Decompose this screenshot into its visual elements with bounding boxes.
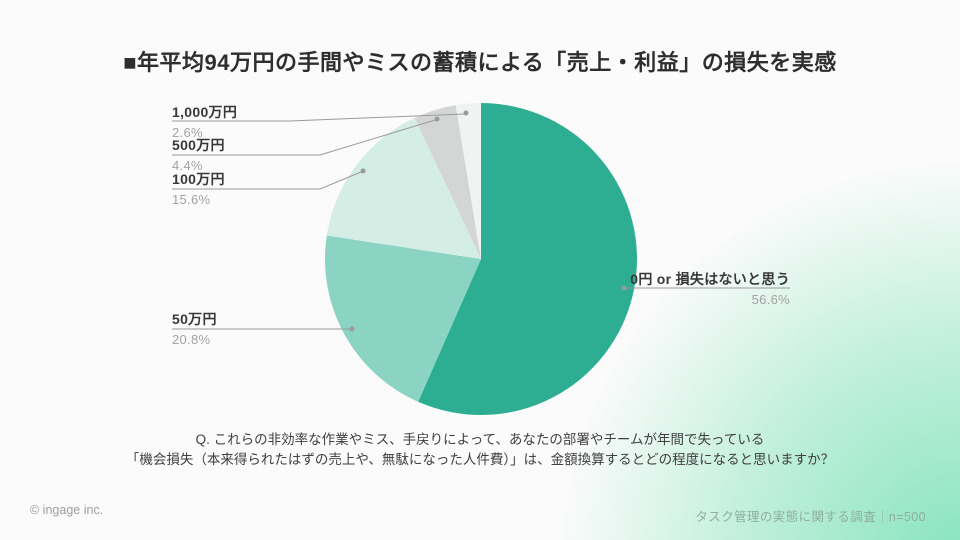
pie-label-100man: 100万円 15.6% (172, 171, 225, 206)
survey-source: タスク管理の実態に関する調査｜n=500 (695, 510, 926, 524)
pie-label-percent: 4.4% (172, 158, 203, 173)
leader-line-1 (172, 119, 436, 156)
survey-question: Q. これらの非効率な作業やミス、手戻りによって、あなたの部署やチームが年間で失… (0, 430, 960, 469)
page-title: ■年平均94万円の手間やミスの蓄積による「売上・利益」の損失を実感 (123, 50, 837, 75)
leader-line-2 (172, 171, 362, 190)
pie-label-name: 1,000万円 (172, 104, 238, 120)
leader-line-0 (172, 113, 465, 122)
leader-dot-3 (349, 326, 355, 332)
pie-label-500man: 500万円 4.4% (172, 137, 225, 172)
pie-slice-0 (418, 103, 637, 415)
copyright: © ingage inc. (30, 503, 104, 517)
question-line-2: 「機会損失（本来得られたはずの売上や、無駄になった人件費）」は、金額換算するとど… (125, 451, 835, 467)
pie-slice-2 (326, 117, 481, 259)
pie-label-50man: 50万円 20.8% (172, 311, 217, 346)
leader-dot-2 (360, 168, 366, 174)
leader-dot-1 (434, 116, 440, 122)
question-line-1: Q. これらの非効率な作業やミス、手戻りによって、あなたの部署やチームが年間で失… (195, 432, 765, 447)
pie-label-name: 500万円 (172, 137, 225, 153)
pie-label-1000man: 1,000万円 2.6% (172, 104, 237, 139)
pie-label-name: 50万円 (172, 311, 217, 327)
pie-label-percent: 56.6% (751, 292, 790, 307)
pie-slice-3 (414, 105, 481, 259)
pie-label-0yen: 0円 or 損失はないと思う 56.6% (628, 271, 790, 306)
pie-label-percent: 20.8% (172, 332, 211, 347)
leader-dot-0 (463, 110, 469, 116)
pie-label-name: 0円 or 損失はないと思う (630, 271, 790, 287)
leader-dot-4 (621, 285, 627, 291)
pie-label-name: 100万円 (172, 171, 225, 187)
pie-label-percent: 15.6% (172, 192, 211, 207)
pie-slice-4 (455, 103, 481, 259)
pie-slice-1 (324, 235, 481, 402)
pie-label-percent: 2.6% (172, 125, 203, 140)
